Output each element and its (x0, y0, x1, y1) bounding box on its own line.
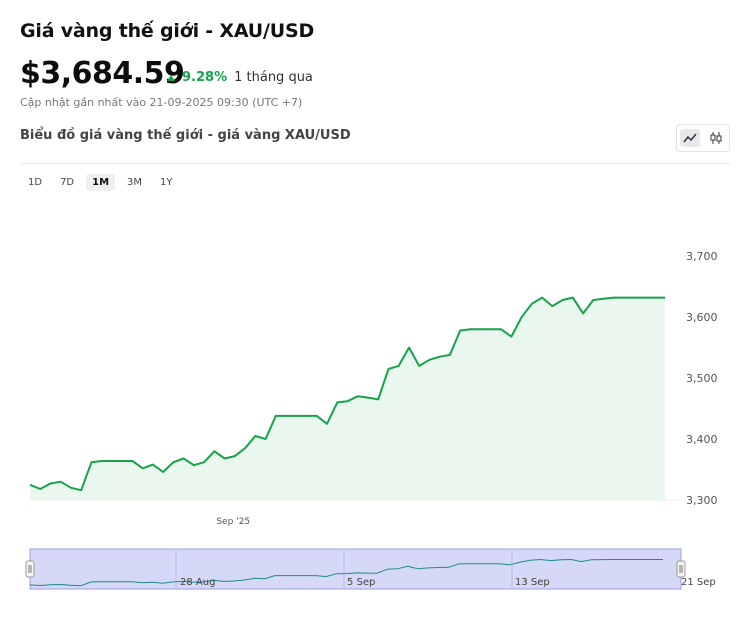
price-change: 9.28% 1 tháng qua (167, 70, 313, 85)
price-line (29, 296, 665, 492)
range-7d[interactable]: 7D (60, 177, 75, 188)
range-1d[interactable]: 1D (28, 177, 43, 188)
chart-type-toggle (676, 124, 730, 152)
last-updated: Cập nhật gần nhất vào 21-09-2025 09:30 (… (20, 96, 303, 109)
range-selector: 1D 7D 1M 3M 1Y (22, 174, 179, 191)
y-tick-label: 3,400 (686, 433, 718, 446)
candlestick-chart-button[interactable] (706, 129, 726, 147)
range-1y[interactable]: 1Y (160, 177, 173, 188)
line-chart-button[interactable] (680, 129, 700, 147)
up-arrow-icon (167, 74, 175, 81)
price-area (30, 297, 665, 500)
navigator-label: 28 Aug (180, 577, 215, 588)
range-3m[interactable]: 3M (127, 177, 143, 188)
current-price: $3,684.59 (20, 56, 185, 91)
navigator-left-handle[interactable] (25, 560, 35, 578)
x-axis: Sep '25 (216, 517, 250, 527)
navigator-label: 13 Sep (515, 577, 550, 588)
candlestick-icon (710, 132, 722, 144)
header-divider (20, 163, 730, 164)
navigator-label: 5 Sep (347, 577, 375, 588)
range-navigator[interactable]: 28 Aug 5 Sep 13 Sep 21 Sep (25, 548, 716, 590)
change-period: 1 tháng qua (234, 70, 313, 85)
page-title: Giá vàng thế giới - XAU/USD (20, 20, 315, 42)
x-tick-label: Sep '25 (216, 517, 250, 527)
y-tick-label: 3,600 (686, 311, 718, 324)
navigator-line (29, 558, 663, 587)
range-1m[interactable]: 1M (86, 174, 116, 191)
y-tick-label: 3,500 (686, 372, 718, 385)
line-chart-icon (683, 133, 697, 143)
change-percent: 9.28% (182, 70, 228, 85)
y-tick-label: 3,300 (686, 494, 718, 507)
y-tick-label: 3,700 (686, 250, 718, 263)
navigator-label: 21 Sep (681, 577, 716, 588)
navigator-right-handle[interactable] (676, 560, 686, 578)
chart-subtitle: Biểu đồ giá vàng thế giới - giá vàng XAU… (20, 128, 351, 143)
